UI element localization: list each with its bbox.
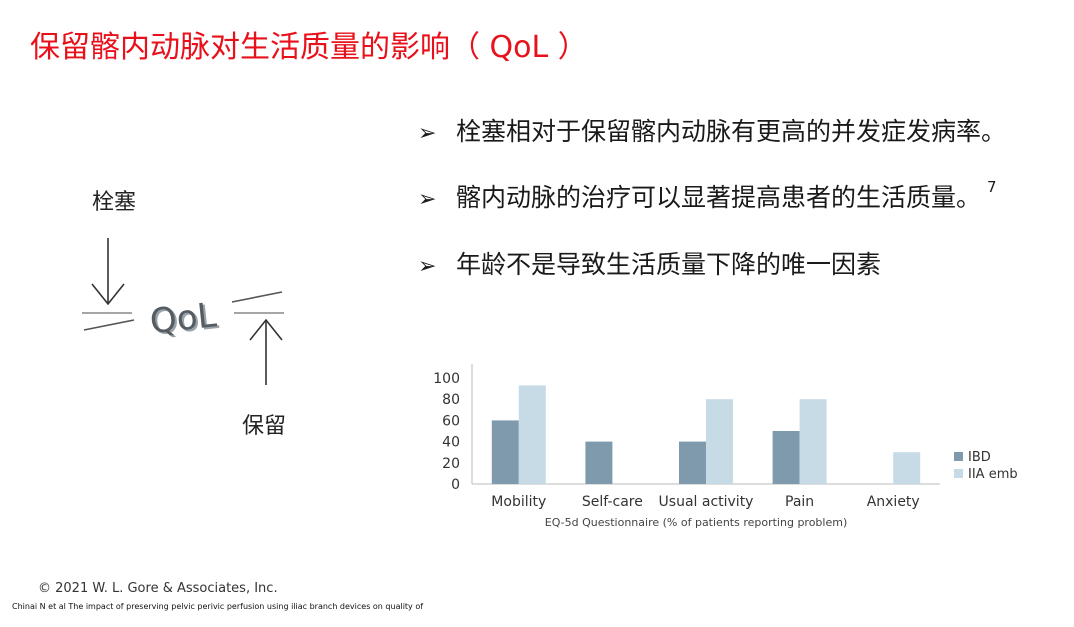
qol-text-shadow: QoL	[150, 297, 220, 344]
label-embolization: 栓塞	[92, 190, 137, 215]
bar-chart-svg: 0 20 40 60 80 100 Mobility Self-care Usual activ…	[433, 364, 1018, 529]
bar-ibd	[585, 441, 613, 484]
x-tick-label: Mobility	[491, 494, 546, 510]
y-tick-label: 60	[442, 413, 460, 429]
x-tick-label: Self-care	[582, 494, 643, 510]
right-tilted-line	[231, 291, 283, 303]
y-tick-label: 40	[442, 435, 460, 451]
bar-ibd	[491, 420, 519, 484]
bullet-item: ➢ 栓塞相对于保留髂内动脉有更高的并发症发病率。	[418, 112, 1006, 148]
label-preservation: 保留	[242, 414, 287, 439]
legend-swatch	[954, 469, 963, 478]
arrow-bullet-icon: ➢	[418, 254, 437, 279]
bar-iia-emb	[706, 399, 733, 484]
balance-graphic: QoL QoL	[82, 238, 284, 385]
y-tick-label: 100	[433, 371, 460, 387]
up-arrow-head	[249, 318, 283, 341]
eq5d-bar-chart: 0 20 40 60 80 100 Mobility Self-care Usual activ…	[420, 358, 1040, 538]
x-tick-label: Anxiety	[867, 494, 920, 510]
left-tilted-line	[83, 319, 135, 331]
qol-text: QoL	[148, 295, 218, 342]
x-tick-label: Usual activity	[659, 494, 754, 510]
legend-label: IIA emb	[968, 467, 1018, 482]
bullet-text: 栓塞相对于保留髂内动脉有更高的并发症发病率。	[456, 117, 1007, 146]
bar-iia-emb	[518, 385, 546, 484]
y-tick-label: 80	[442, 392, 460, 408]
citation-text: Chinai N et al The impact of preserving …	[12, 602, 426, 611]
bullet-item: ➢ 髂内动脉的治疗可以显著提高患者的生活质量。 7	[418, 178, 997, 214]
bullet-item: ➢ 年龄不是导致生活质量下降的唯一因素	[418, 245, 881, 281]
qol-balance-diagram: QoL QoL 栓塞 保留	[70, 180, 310, 450]
bar-ibd	[772, 431, 800, 484]
copyright-text: © 2021 W. L. Gore & Associates, Inc.	[38, 581, 278, 596]
y-tick-label: 0	[451, 477, 460, 493]
bar-iia-emb	[893, 452, 921, 484]
slide-title: 保留髂内动脉对生活质量的影响（ QoL ）	[30, 30, 588, 65]
legend-label: IBD	[968, 450, 991, 465]
reference-number: 7	[987, 178, 997, 196]
bullet-text: 年龄不是导致生活质量下降的唯一因素	[456, 250, 882, 279]
arrow-bullet-icon: ➢	[418, 121, 437, 146]
bullet-text: 髂内动脉的治疗可以显著提高患者的生活质量。	[456, 183, 982, 212]
x-axis-title: EQ-5d Questionnaire (% of patients repor…	[545, 516, 848, 529]
y-tick-label: 20	[442, 456, 460, 472]
arrow-bullet-icon: ➢	[418, 187, 437, 212]
bar-ibd	[679, 441, 706, 484]
down-arrow-head	[91, 283, 125, 306]
x-tick-label: Pain	[785, 494, 814, 510]
bar-iia-emb	[799, 399, 827, 484]
legend-swatch	[954, 452, 963, 461]
